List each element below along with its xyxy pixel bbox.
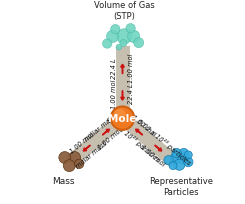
Text: 6.02 x 10²³ particles: 6.02 x 10²³ particles: [105, 114, 161, 163]
Circle shape: [170, 153, 181, 164]
Text: 1.00 mol: 1.00 mol: [128, 54, 134, 83]
Circle shape: [114, 109, 126, 121]
Circle shape: [126, 24, 135, 34]
Text: 1.00 mol: 1.00 mol: [139, 143, 166, 166]
Circle shape: [184, 157, 193, 167]
Text: 22.4 L: 22.4 L: [111, 58, 117, 79]
FancyArrow shape: [102, 130, 110, 135]
Circle shape: [111, 25, 120, 35]
Text: Representative
Particles: Representative Particles: [149, 176, 213, 196]
FancyArrow shape: [155, 145, 162, 151]
Circle shape: [128, 31, 140, 43]
Circle shape: [184, 151, 192, 159]
Text: molar mass: molar mass: [75, 139, 109, 169]
Circle shape: [169, 162, 177, 170]
Text: Mass: Mass: [52, 176, 74, 185]
Text: 1.00 mol: 1.00 mol: [69, 131, 95, 154]
Text: 1.00 mol: 1.00 mol: [97, 127, 123, 150]
Circle shape: [69, 152, 81, 164]
Circle shape: [103, 40, 112, 49]
Circle shape: [179, 149, 188, 158]
FancyArrow shape: [135, 130, 143, 135]
Text: 6.02 x 10²³ particles: 6.02 x 10²³ particles: [135, 118, 192, 166]
FancyArrow shape: [121, 65, 124, 74]
Circle shape: [63, 160, 75, 172]
Circle shape: [174, 159, 185, 171]
Circle shape: [59, 152, 71, 164]
FancyArrow shape: [121, 91, 124, 101]
Text: 1.00 mol: 1.00 mol: [111, 79, 117, 108]
Circle shape: [111, 107, 134, 130]
Circle shape: [134, 38, 144, 48]
Circle shape: [164, 156, 173, 165]
Circle shape: [107, 31, 119, 43]
Circle shape: [178, 153, 189, 164]
Text: Volume of Gas
(STP): Volume of Gas (STP): [94, 1, 155, 21]
Text: 1.00 mol: 1.00 mol: [131, 113, 157, 137]
Circle shape: [172, 149, 181, 158]
Text: Mole: Mole: [108, 114, 137, 123]
Circle shape: [117, 30, 132, 45]
FancyArrow shape: [83, 145, 90, 151]
Circle shape: [120, 40, 127, 47]
Circle shape: [74, 159, 84, 169]
Text: molar mass: molar mass: [84, 113, 117, 142]
Circle shape: [116, 45, 122, 51]
Text: 22.4 L: 22.4 L: [128, 83, 134, 104]
